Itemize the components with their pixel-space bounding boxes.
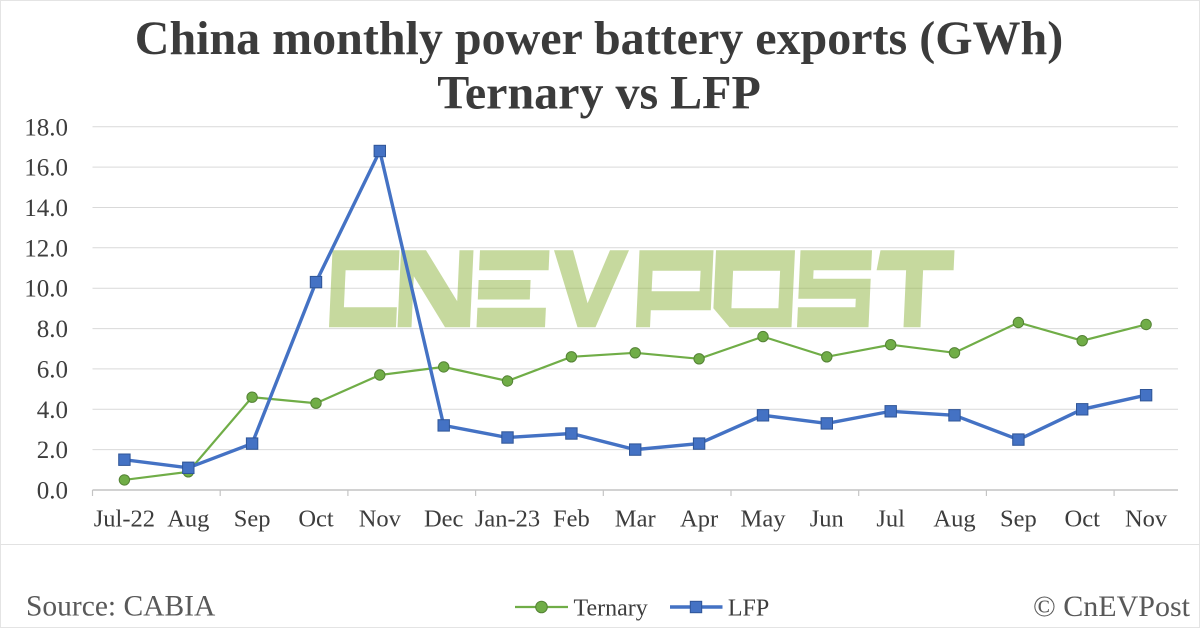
svg-text:Aug: Aug [167,506,209,533]
svg-text:12.0: 12.0 [24,235,68,262]
svg-text:2.0: 2.0 [37,437,68,464]
svg-text:Nov: Nov [1125,506,1168,533]
svg-text:Ternary: Ternary [574,596,648,622]
svg-text:Mar: Mar [615,506,656,533]
svg-text:© CnEVPost: © CnEVPost [1033,590,1191,623]
svg-text:Oct: Oct [1065,506,1101,533]
svg-text:14.0: 14.0 [24,195,68,222]
svg-text:6.0: 6.0 [37,356,68,383]
svg-text:LFP: LFP [728,596,769,622]
svg-text:Apr: Apr [680,506,718,533]
svg-text:Jul-22: Jul-22 [94,506,155,533]
svg-text:Sep: Sep [1000,506,1037,533]
svg-text:China monthly power battery ex: China monthly power battery exports (GWh… [135,12,1063,65]
svg-text:10.0: 10.0 [24,276,68,303]
svg-text:Aug: Aug [933,506,975,533]
svg-text:Source: CABIA: Source: CABIA [26,591,216,623]
svg-text:18.0: 18.0 [24,114,68,141]
svg-text:Nov: Nov [359,506,402,533]
svg-text:0.0: 0.0 [37,478,68,505]
svg-text:8.0: 8.0 [37,316,68,343]
svg-text:Sep: Sep [234,506,271,533]
svg-text:Feb: Feb [553,506,590,533]
svg-text:Jul: Jul [876,506,905,533]
svg-text:16.0: 16.0 [24,155,68,182]
svg-text:May: May [741,506,787,533]
svg-text:Jan-23: Jan-23 [475,506,540,533]
svg-text:4.0: 4.0 [37,397,68,424]
svg-text:Jun: Jun [810,506,844,533]
svg-text:Ternary vs LFP: Ternary vs LFP [437,67,761,120]
svg-text:Oct: Oct [298,506,334,533]
svg-text:Dec: Dec [424,506,464,533]
